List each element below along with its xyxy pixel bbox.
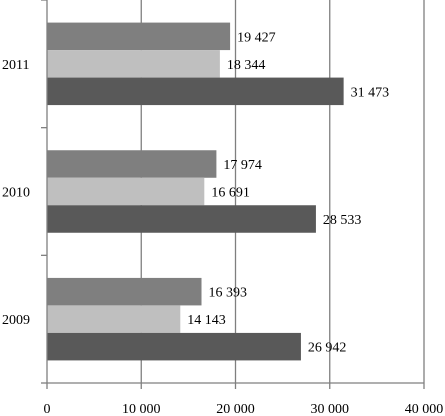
bar [47, 177, 205, 206]
data-labels: 0 10 000 20 000 30 000 40 000 2011 19 427 18 34… [2, 30, 443, 416]
bar-value-label: 31 473 [351, 85, 390, 100]
x-tick-label: 20 000 [216, 402, 255, 416]
bar [47, 205, 316, 233]
bar-value-label: 28 533 [323, 213, 362, 228]
bar-value-label: 16 393 [209, 286, 248, 301]
bar [47, 332, 301, 361]
y-category-label: 2009 [2, 313, 30, 328]
bar-value-label: 17 974 [223, 158, 262, 173]
bar [47, 277, 202, 306]
bar [47, 150, 217, 178]
y-category-label: 2010 [2, 186, 30, 201]
x-tick-label: 0 [44, 402, 51, 416]
axes [41, 0, 425, 389]
bar-value-label: 26 942 [308, 341, 347, 356]
bar [47, 50, 220, 78]
bar-value-label: 18 344 [227, 58, 266, 73]
bar [47, 22, 231, 51]
bar-value-label: 19 427 [237, 30, 276, 45]
bars [47, 22, 344, 361]
x-tick-label: 10 000 [122, 402, 161, 416]
x-tick-label: 40 000 [405, 402, 444, 416]
y-category-label: 2011 [2, 58, 29, 73]
bar [47, 77, 344, 106]
bar [47, 305, 181, 333]
bar-value-label: 16 691 [211, 186, 250, 201]
x-tick-label: 30 000 [311, 402, 350, 416]
bar-value-label: 14 143 [187, 313, 226, 328]
